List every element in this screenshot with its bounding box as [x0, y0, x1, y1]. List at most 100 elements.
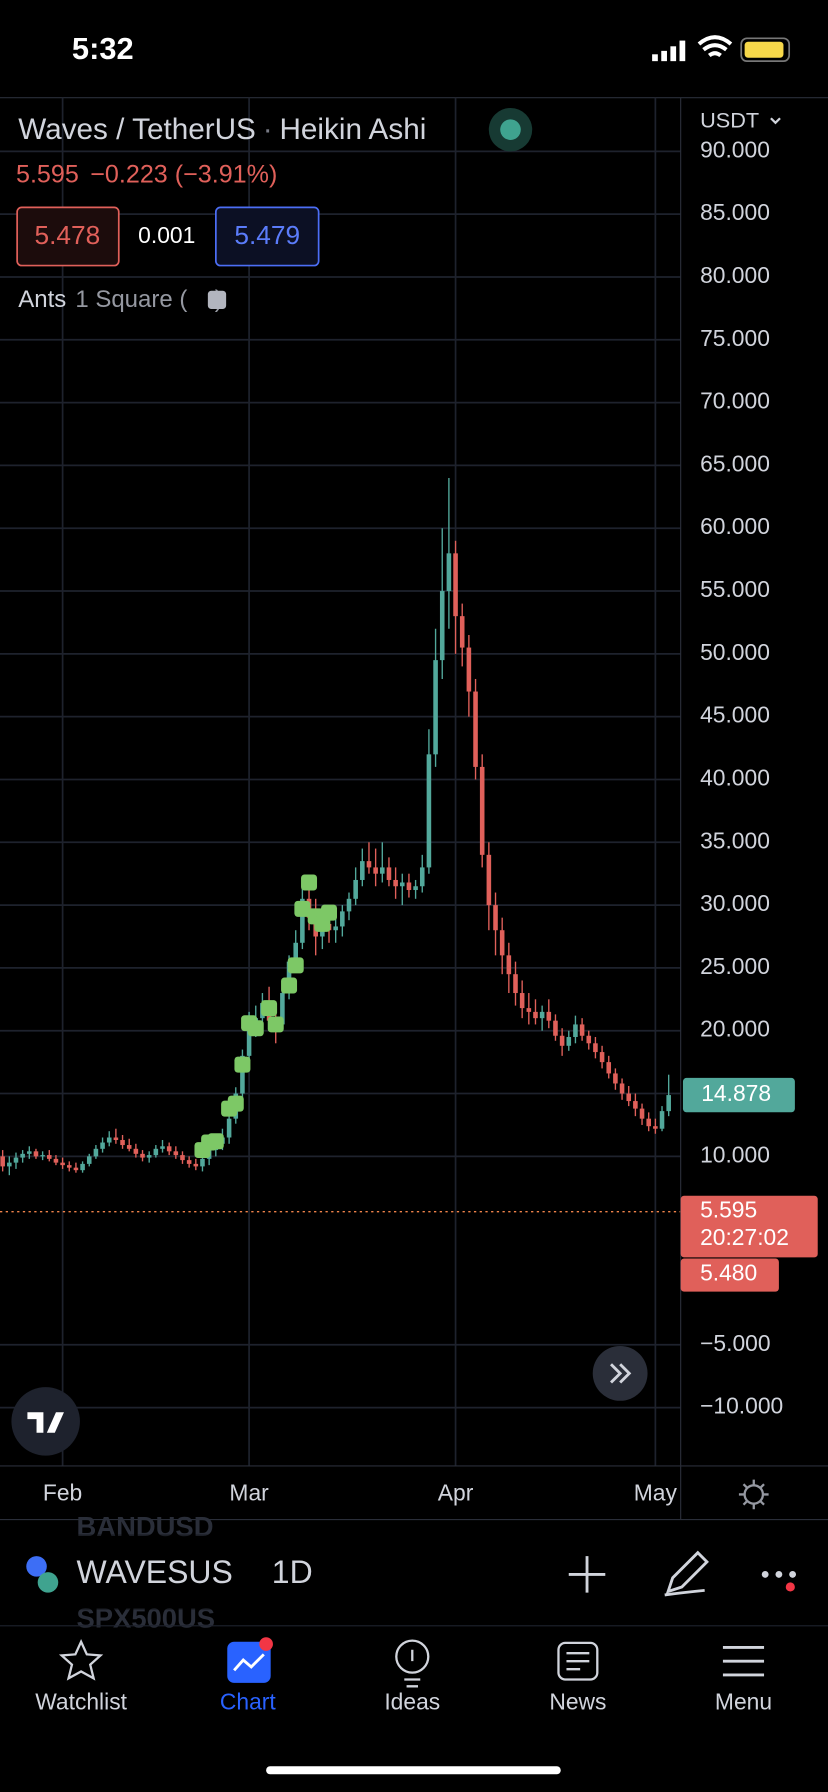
candle-body — [13, 1157, 19, 1163]
coin-icon — [26, 1556, 47, 1577]
candle-body — [513, 974, 518, 994]
candle-body — [246, 1024, 252, 1056]
tab-label[interactable]: News — [549, 1688, 606, 1714]
candle-body — [466, 647, 472, 692]
candle-body — [439, 591, 445, 661]
logo-bg[interactable] — [11, 1387, 80, 1456]
y-tick-label: 90.000 — [700, 136, 770, 162]
candle-body — [133, 1148, 139, 1154]
candle-body — [180, 1155, 185, 1161]
candle-body — [606, 1062, 612, 1074]
candle-body — [380, 867, 385, 874]
candle-body — [579, 1024, 585, 1036]
y-tick-label: 25.000 — [700, 953, 770, 979]
more-icon[interactable] — [761, 1570, 797, 1592]
candle-body — [626, 1093, 632, 1102]
candle-body — [533, 1011, 538, 1019]
y-tick-label: 10.000 — [700, 1141, 770, 1167]
candle-body — [406, 882, 412, 891]
candle-body — [659, 1111, 665, 1129]
y-tick-label: 60.000 — [700, 513, 770, 539]
y-tick-label: 35.000 — [700, 827, 770, 853]
draw-icon[interactable] — [664, 1550, 709, 1597]
ant-marker — [261, 1000, 278, 1017]
candle-body — [286, 961, 292, 994]
ask: 5.479 — [234, 220, 300, 250]
status-time: 5:32 — [72, 31, 134, 66]
ant-marker — [321, 904, 338, 921]
candle-body — [413, 886, 418, 891]
second-price-box — [680, 1258, 779, 1292]
candle-body — [93, 1148, 99, 1157]
price-line: 5.595 −0.223 (−3.91%) — [16, 160, 277, 188]
ant-marker — [207, 1133, 224, 1150]
symbol-title: Waves / TetherUS · Heikin Ashi — [18, 113, 426, 146]
candle-body — [353, 879, 358, 899]
tab-label[interactable]: Chart — [220, 1688, 276, 1714]
y-tick-label: 55.000 — [700, 576, 770, 602]
candle-body — [599, 1052, 605, 1063]
ant-marker — [234, 1056, 251, 1073]
price-box — [680, 1195, 818, 1258]
chart-badge — [259, 1637, 273, 1651]
bid-box[interactable] — [16, 206, 120, 267]
price-label: 5.595 — [700, 1197, 757, 1223]
candle-body — [559, 1035, 565, 1046]
second-price-label: 5.480 — [700, 1260, 757, 1286]
candle-body — [633, 1101, 638, 1109]
candle-body — [619, 1083, 625, 1094]
candle-body — [280, 993, 285, 1025]
chart-icon[interactable] — [227, 1641, 271, 1683]
indicator: Ants — [18, 286, 66, 313]
ant-marker — [301, 874, 318, 891]
watchlist-icon[interactable] — [58, 1639, 104, 1681]
candle-body — [293, 942, 298, 962]
chart-icon-line — [233, 1653, 265, 1672]
interval[interactable]: 1D — [272, 1554, 313, 1590]
tab-label[interactable]: Watchlist — [35, 1688, 127, 1714]
prev-symbol: BANDUSD — [77, 1511, 214, 1542]
y-tick-label: 80.000 — [700, 262, 770, 288]
menu-icon[interactable] — [722, 1646, 765, 1677]
y-tick-label: −5.000 — [700, 1330, 770, 1356]
candle-body — [613, 1073, 618, 1084]
news-icon[interactable] — [557, 1641, 599, 1681]
candle-body — [333, 926, 338, 931]
ask-box[interactable] — [214, 206, 320, 267]
tab-label[interactable]: Menu — [715, 1688, 772, 1714]
ant-marker — [267, 1016, 284, 1033]
candle-body — [120, 1140, 125, 1146]
toolbar-symbol[interactable]: WAVESUS — [77, 1554, 233, 1590]
candle-body — [200, 1158, 205, 1167]
toolbar-bg — [0, 1534, 828, 1610]
candle-body — [386, 867, 392, 880]
settings-icon[interactable] — [738, 1479, 769, 1510]
candle-body — [53, 1158, 59, 1163]
indicator-swatch — [207, 290, 227, 309]
ideas-icon[interactable] — [395, 1639, 430, 1688]
ant-marker — [294, 900, 311, 917]
candle-body — [340, 911, 345, 927]
candle-body — [106, 1137, 112, 1143]
tab-label[interactable]: Ideas — [384, 1688, 440, 1714]
candle-body — [153, 1148, 159, 1156]
last-value-box — [682, 1077, 795, 1113]
y-tick-label: 70.000 — [700, 388, 770, 414]
candle-body — [393, 879, 398, 887]
add-icon[interactable] — [568, 1556, 606, 1593]
logo — [27, 1412, 64, 1433]
candle-body — [593, 1043, 598, 1053]
candle-body — [66, 1165, 72, 1168]
candle-body — [47, 1155, 52, 1159]
currency[interactable]: USDT — [700, 107, 759, 132]
y-tick-label: 45.000 — [700, 702, 770, 728]
candle-body — [193, 1163, 199, 1167]
battery-level — [744, 41, 784, 58]
candle-body — [433, 660, 438, 755]
y-tick-label: 20.000 — [700, 1016, 770, 1042]
candle-body — [573, 1024, 578, 1038]
candle-body — [173, 1151, 179, 1156]
